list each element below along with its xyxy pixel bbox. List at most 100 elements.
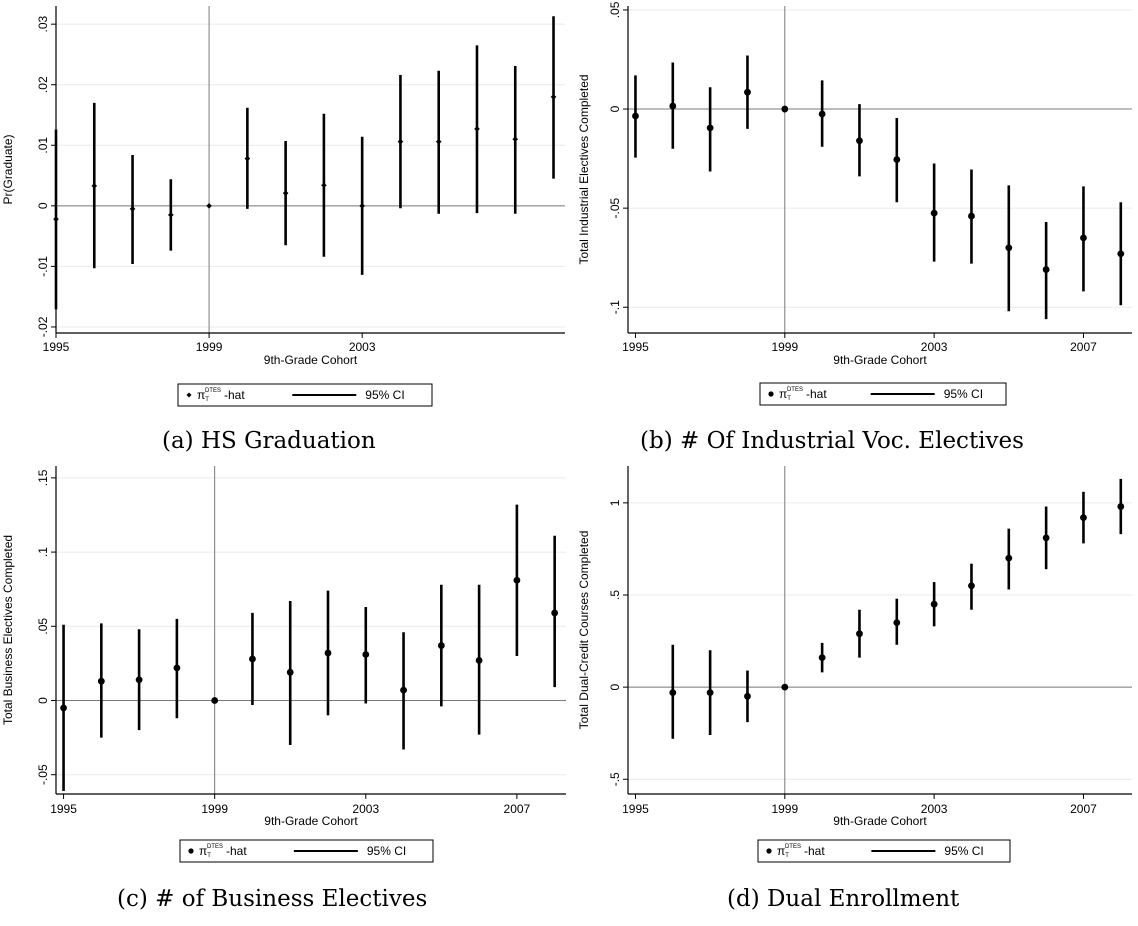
point-estimate [60,704,67,712]
y-axis-title: Total Dual-Credit Courses Completed [577,531,591,730]
point-estimate [1117,503,1125,510]
y-tick-label: 0 [608,105,622,112]
point-estimate [856,630,863,638]
point-estimate [744,88,751,96]
point-estimate [321,182,327,189]
point-estimate [437,642,445,649]
x-tick-label: 1999 [771,802,798,816]
point-estimate [244,155,251,162]
x-tick-label: 1999 [771,340,798,354]
point-estimate [435,138,442,145]
y-tick-label: .05 [608,1,622,18]
point-estimate [135,676,143,684]
x-tick-label: 2003 [921,802,948,816]
point-estimate [211,697,219,704]
point-estimate [324,649,332,657]
point-estimate [173,664,181,672]
point-estimate [512,136,519,143]
point-estimate [968,582,975,590]
point-estimate [206,203,212,209]
y-axis-title: Pr(Graduate) [1,134,15,204]
y-tick-label: .03 [36,16,50,33]
point-estimate [1117,250,1125,258]
caption-b: (b) # Of Industrial Voc. Electives [640,428,1024,454]
point-estimate [856,137,863,145]
point-estimate [706,124,714,132]
legend-point-label: πTDTES -hat [197,388,245,403]
x-tick-label: 2003 [349,340,376,354]
point-estimate [359,203,365,209]
point-estimate [474,126,480,132]
point-estimate [669,102,677,110]
chart-panel-b: -.1 -.05 0 .05 1995 1999 2003 2007 9th-Grade Coh… [576,0,1138,415]
legend-point-marker [768,391,774,397]
point-estimate [249,655,256,663]
y-axis-title: Total Industrial Electives Completed [577,74,591,264]
x-tick-label: 2003 [921,340,948,354]
y-tick-label: 0 [36,697,50,704]
point-estimate [930,209,938,217]
x-axis-title: 9th-Grade Cohort [264,814,358,828]
point-estimate [930,600,938,608]
chart-svg-c: -.05 0 .05 .1 .15 1995 1999 2003 2007 9th-Grade C… [1,466,566,863]
point-estimate [282,190,289,196]
x-tick-label: 2007 [504,802,531,816]
caption-d: (d) Dual Enrollment [727,886,960,912]
chart-panel-a: -.02 -.01 0 .01 .02 .03 1995 1999 2003 9th-Grade … [0,0,572,415]
point-estimate [362,651,370,658]
legend-point-label: πTDTES -hat [777,844,825,859]
y-tick-label: .1 [36,547,50,557]
point-estimate [706,689,714,697]
x-tick-label: 1999 [196,340,223,354]
y-tick-label: -.02 [36,316,50,337]
y-tick-label: .05 [36,618,50,635]
point-estimate [168,212,174,218]
y-tick-label: 1 [608,499,622,506]
y-tick-label: -.1 [608,300,622,314]
y-tick-label: -.05 [36,764,50,785]
x-tick-label: 1995 [43,340,70,354]
x-axis-title: 9th-Grade Cohort [264,353,358,367]
point-estimate [818,654,826,662]
x-tick-label: 2007 [1070,802,1097,816]
legend-point-marker [186,392,192,398]
legend-point-label: πTDTES -hat [779,387,827,402]
point-estimate [1005,554,1013,562]
caption-a: (a) HS Graduation [162,428,376,454]
point-estimate [1042,266,1050,273]
y-tick-label: -.5 [608,772,622,786]
legend: πTDTES -hat 95% CI [179,839,434,863]
point-estimate [475,657,483,664]
point-estimate [1080,234,1087,242]
y-tick-label: -.05 [608,197,622,218]
legend-ci-label: 95% CI [944,387,983,401]
point-estimate [91,183,98,189]
y-tick-label: .5 [608,590,622,600]
chart-panel-c: -.05 0 .05 .1 .15 1995 1999 2003 2007 9th-Grade C… [0,463,572,871]
point-estimate [513,576,521,584]
point-estimate [129,206,136,212]
point-estimate [818,110,826,118]
chart-svg-b: -.1 -.05 0 .05 1995 1999 2003 2007 9th-Grade Coh… [577,1,1132,406]
point-estimate [669,689,677,697]
legend-point-marker [766,848,772,854]
y-tick-label: 0 [608,683,622,690]
point-estimate [632,112,639,120]
y-axis-title: Total Business Electives Completed [1,535,15,725]
y-tick-label: 0 [36,202,50,209]
x-tick-label: 1995 [622,802,649,816]
y-tick-label: -.01 [36,256,50,277]
legend: πTDTES -hat 95% CI [757,839,1011,863]
legend-ci-label: 95% CI [367,844,406,858]
point-estimate [397,138,404,145]
x-tick-label: 1995 [50,802,77,816]
point-estimate [1080,514,1087,521]
point-estimate [400,686,407,694]
point-estimate [550,94,557,100]
y-tick-label: .01 [36,137,50,154]
point-estimate [893,156,901,163]
y-tick-label: .02 [36,76,50,93]
legend: πTDTES -hat 95% CI [177,383,433,407]
legend-point-label: πTDTES -hat [199,844,247,859]
x-axis-title: 9th-Grade Cohort [833,814,927,828]
